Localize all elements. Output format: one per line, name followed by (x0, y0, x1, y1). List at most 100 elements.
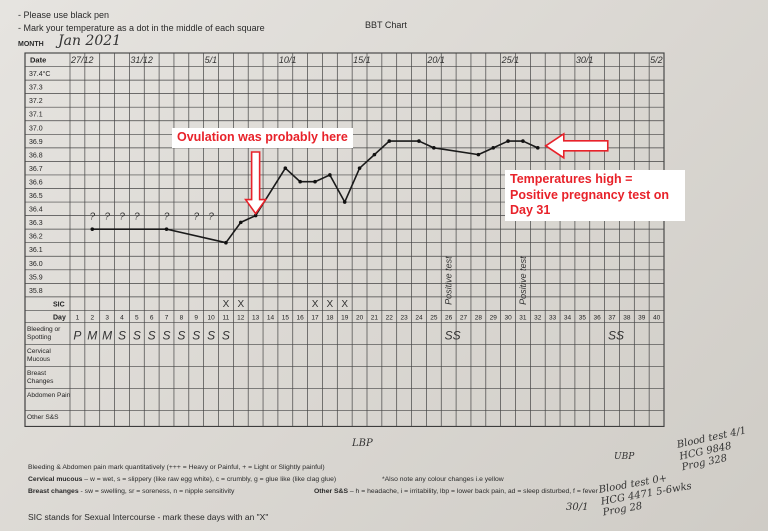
temperature-point (506, 139, 510, 143)
date-label: 5/2 (650, 55, 663, 65)
question-mark: ? (208, 212, 214, 223)
temp-label: 36.6 (29, 179, 43, 186)
temp-label: 35.8 (29, 288, 43, 295)
legend-cervical-text: – w = wet, s = slippery (like raw egg wh… (82, 476, 337, 483)
sic-mark: X (223, 299, 230, 310)
day-number: 2 (90, 314, 94, 321)
temperature-point (283, 166, 288, 170)
temps-high-line-2: Positive pregnancy test on (510, 187, 670, 202)
temp-label: 36.5 (29, 193, 43, 200)
date-labels: 27/12 31/12 5/1 10/1 15/1 20/1 25/1 30/1 5/2 (70, 55, 663, 65)
temperature-point (535, 146, 540, 150)
temperature-point (387, 139, 392, 143)
day-number: 28 (475, 314, 483, 321)
legend-breast-label: Breast changes (28, 488, 79, 495)
day-number: 33 (549, 314, 557, 321)
day-number: 18 (326, 314, 334, 321)
date-label: 25/1 (501, 55, 520, 65)
day-row-label: Day (53, 314, 66, 321)
date-label: 10/1 (279, 55, 297, 65)
row-label: Abdomen Pain (27, 392, 71, 399)
ubp-note: UBP (614, 452, 635, 462)
sic-mark: X (341, 299, 348, 310)
legend-breast-text: - sw = swelling, sr = soreness, n = nipp… (78, 488, 235, 495)
day-number: 13 (252, 314, 260, 321)
date-label: 5/1 (205, 55, 218, 65)
legend-other-text: – h = headache, i = irritability, lbp = … (348, 488, 598, 495)
day-number: 23 (401, 314, 409, 321)
sic-row-label: SIC (53, 301, 65, 308)
grid-border (24, 52, 665, 428)
day-number: 9 (194, 314, 198, 321)
temp-label: 36.1 (29, 247, 43, 254)
row-label: Spotting (27, 334, 52, 341)
sic-mark: X (327, 299, 334, 310)
day-number: 29 (490, 314, 498, 321)
temperature-point (521, 139, 525, 143)
day-number: 12 (237, 314, 245, 321)
legend-line-2: Cervical mucous – w = wet, s = slippery … (28, 476, 336, 483)
footer-note: SIC stands for Sexual Intercourse - mark… (28, 512, 269, 522)
temperature-point (253, 213, 258, 218)
row-label: Changes (27, 378, 54, 385)
temperature-point (298, 179, 302, 184)
chart-title: BBT Chart (365, 20, 407, 30)
day-number: 16 (297, 314, 305, 321)
day-number: 8 (180, 314, 184, 321)
temps-high-callout: Temperatures high = Positive pregnancy t… (505, 170, 685, 221)
day-number: 39 (638, 314, 646, 321)
sic-mark: X (237, 299, 244, 310)
day-number: 14 (267, 314, 275, 321)
vertical-note-2: Positive test (518, 256, 528, 305)
row-label: Bleeding or (27, 326, 61, 333)
day-number: 34 (564, 314, 572, 321)
row-label: Other S&S (27, 414, 59, 421)
day-number: 38 (623, 314, 631, 321)
temp-label: 36.2 (29, 234, 43, 241)
ovulation-callout: Ovulation was probably here (172, 128, 353, 148)
temp-label: 37.4°C (29, 70, 50, 78)
sic-mark: X (312, 299, 319, 310)
day-number: 7 (165, 314, 169, 321)
legend-other: Other S&S – h = headache, i = irritabili… (314, 488, 598, 495)
temp-label: 37.0 (29, 125, 43, 132)
bleeding-mark: S (222, 328, 230, 342)
day-number: 36 (594, 314, 602, 321)
legend-line-3: Breast changes - sw = swelling, sr = sor… (28, 488, 234, 495)
temp-label: 37.3 (29, 85, 43, 92)
question-mark: ? (89, 212, 95, 223)
temp-label: 36.3 (29, 220, 43, 227)
temperature-point (90, 227, 95, 231)
day-number: 17 (311, 314, 319, 321)
legend-cervical-label: Cervical mucous (28, 476, 83, 483)
callout-arrows (244, 132, 609, 215)
day-number: 40 (653, 314, 661, 321)
row-label: Mucous (27, 356, 51, 363)
temperature-point (357, 166, 362, 170)
day-number: 35 (579, 314, 587, 321)
row-label: Breast (27, 370, 46, 377)
question-mark: ? (134, 212, 140, 223)
temperature-point (372, 152, 377, 157)
bleeding-mark: S (163, 328, 171, 342)
bleeding-mark: P (73, 328, 81, 342)
date-label: 27/12 (70, 55, 94, 65)
legend-other-label: Other S&S (314, 488, 348, 495)
day-number: 20 (356, 314, 364, 321)
day-number: 22 (386, 314, 394, 321)
instruction-1: - Please use black pen (18, 10, 110, 20)
day-number: 27 (460, 314, 468, 321)
day-number: 10 (207, 314, 215, 321)
bleeding-mark-day37: SS (608, 328, 624, 342)
temp-label: 36.8 (29, 152, 43, 159)
day-number: 25 (430, 314, 438, 321)
bleeding-mark: M (87, 328, 97, 342)
temperature-series-line (92, 140, 539, 244)
question-mark: ? (193, 212, 199, 223)
month-value: Jan 2021 (58, 33, 122, 49)
temp-label: 36.0 (29, 261, 43, 268)
temp-label: 37.2 (29, 98, 43, 105)
temp-label: 36.7 (29, 166, 43, 173)
date-label: 31/12 (130, 55, 153, 65)
